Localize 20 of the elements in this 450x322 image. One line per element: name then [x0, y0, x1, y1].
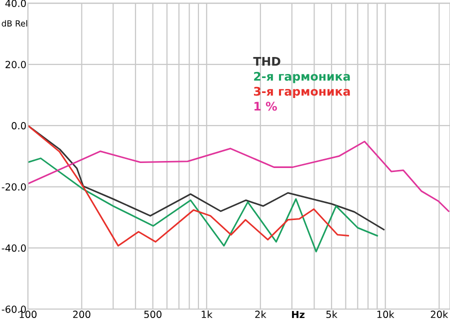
- x-tick-label: 20k: [430, 310, 448, 318]
- y-tick-label: 40.0: [5, 0, 26, 8]
- x-tick-label: 2k: [255, 310, 266, 318]
- text: 2-я гармоника: [254, 72, 350, 84]
- y-tick-label: 0.0: [12, 122, 26, 130]
- x-tick-label: 1k: [202, 310, 213, 318]
- text: THD: [253, 57, 280, 66]
- x-tick-label: 200: [73, 310, 90, 318]
- y-tick-label: -40.0: [2, 244, 26, 252]
- x-tick-label: 500: [144, 310, 162, 318]
- x-axis-title: Hz: [292, 310, 304, 318]
- x-tick-label: 5k: [326, 310, 338, 318]
- text: 3-я гармоника: [254, 86, 350, 98]
- text: 1 %: [254, 102, 277, 111]
- y-tick-label: -20.0: [2, 183, 26, 191]
- y-tick-label: 20.0: [6, 60, 26, 68]
- x-tick-label: 100: [20, 310, 37, 318]
- x-tick-label: 10k: [377, 310, 394, 318]
- y-axis-title: dB Rel: [2, 20, 28, 27]
- y-tick-label: -60.0: [2, 306, 26, 313]
